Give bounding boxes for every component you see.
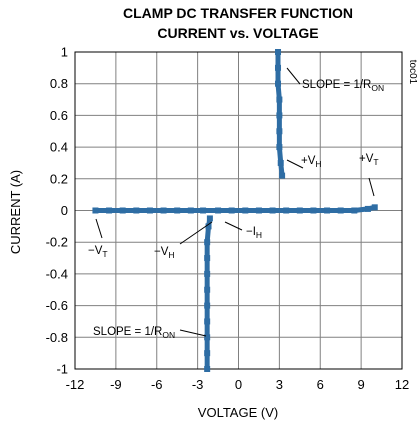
leader-minus-vh: [179, 221, 213, 245]
data-point: [277, 159, 284, 166]
y-tick-label: -1: [56, 362, 68, 377]
annotation-slope-bottom: SLOPE = 1/RON: [93, 326, 175, 340]
data-point: [296, 207, 303, 214]
data-point: [215, 207, 222, 214]
y-tick-label: -0.4: [46, 266, 68, 281]
data-point: [276, 96, 283, 103]
x-tick-label: -9: [110, 377, 122, 392]
data-point: [324, 207, 331, 214]
data-point: [204, 302, 211, 309]
y-tick-label: 0: [61, 203, 68, 218]
y-tick-label: -0.6: [46, 298, 68, 313]
figure-id-label: toc01: [407, 60, 418, 85]
annotation-plus-vt: +VT: [359, 153, 379, 167]
x-tick-label: -3: [192, 377, 204, 392]
data-point: [204, 270, 211, 277]
data-point: [310, 207, 317, 214]
data-point: [275, 49, 282, 55]
data-point: [174, 207, 181, 214]
data-point: [371, 204, 378, 211]
annotation-slope-top: SLOPE = 1/RON: [302, 79, 384, 93]
y-axis-label: CURRENT (A): [8, 170, 23, 254]
data-point: [337, 207, 344, 214]
y-tick-label: 1: [61, 45, 68, 60]
data-point: [275, 64, 282, 71]
data-point: [276, 112, 283, 119]
y-tick-label: 0.2: [50, 171, 68, 186]
y-tick-label: 0.8: [50, 76, 68, 91]
data-point: [133, 207, 140, 214]
x-tick-label: 9: [358, 377, 365, 392]
data-point: [92, 207, 99, 214]
leader-plus-vh: [286, 159, 304, 169]
x-tick-label: 6: [317, 377, 324, 392]
data-point: [204, 366, 211, 372]
annotation-minus-ih: −IH: [246, 226, 262, 240]
leader-minus-ih: [224, 221, 243, 231]
leader-plus-vt: [368, 177, 375, 197]
data-point: [276, 128, 283, 135]
x-tick-label: -6: [151, 377, 163, 392]
data-point: [283, 207, 290, 214]
data-point: [276, 144, 283, 151]
annotation-minus-vh: −VH: [154, 246, 175, 260]
data-point: [119, 207, 126, 214]
data-point: [200, 207, 207, 214]
data-point: [204, 255, 211, 262]
data-point: [106, 207, 113, 214]
annotation-minus-vt: −VT: [88, 245, 108, 259]
data-point: [205, 223, 212, 230]
chart-title-line1: CLAMP DC TRANSFER FUNCTION: [123, 5, 353, 21]
data-point: [204, 286, 211, 293]
x-tick-label: 3: [276, 377, 283, 392]
data-point: [160, 207, 167, 214]
leader-slope-bottom: [179, 329, 207, 337]
data-trace: [92, 204, 378, 213]
y-tick-label: -0.2: [46, 235, 68, 250]
data-point: [269, 207, 276, 214]
data-point: [364, 205, 371, 212]
y-tick-label: -0.8: [46, 330, 68, 345]
plot-area: [74, 51, 403, 370]
x-tick-label: -12: [66, 377, 85, 392]
x-tick-label: 12: [395, 377, 409, 392]
chart-title-line2: CURRENT vs. VOLTAGE: [157, 25, 318, 41]
data-point: [146, 207, 153, 214]
data-point: [275, 80, 282, 87]
data-point: [228, 207, 235, 214]
data-point: [206, 215, 213, 222]
data-point: [204, 239, 211, 246]
data-series: [92, 49, 378, 372]
data-point: [351, 207, 358, 214]
leader-minus-vt: [95, 218, 103, 239]
data-point: [204, 350, 211, 357]
x-axis-label: VOLTAGE (V): [198, 405, 278, 420]
x-tick-label: 0: [235, 377, 242, 392]
data-point: [204, 318, 211, 325]
data-point: [204, 334, 211, 341]
leader-slope-top: [286, 67, 301, 85]
data-point: [187, 207, 194, 214]
annotation-plus-vh: +VH: [301, 155, 322, 169]
data-point: [242, 207, 249, 214]
y-tick-label: 0.6: [50, 108, 68, 123]
y-tick-label: 0.4: [50, 140, 68, 155]
tick-labels: -12 -9 -6 -3 0 3 6 9 12 1 0.8 0.6 0.4 0.2 0 -0.2 -0.4 -0.…: [46, 45, 410, 393]
annotations: SLOPE = 1/RON +VH +VT −VT −VH −IH SLOPE …: [88, 67, 384, 340]
data-point: [255, 207, 262, 214]
data-point: [279, 172, 286, 179]
